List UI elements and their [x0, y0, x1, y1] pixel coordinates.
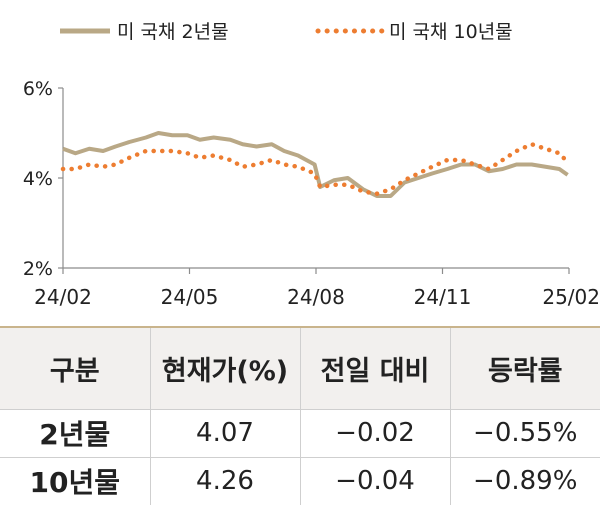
table-row: 10년물 4.26 −0.04 −0.89% [0, 457, 600, 505]
series-line-2y [63, 133, 568, 196]
header-rate: 등락률 [450, 327, 600, 409]
y-tick-label: 6% [23, 78, 53, 100]
y-tick-label: 4% [23, 168, 53, 190]
chart-legend: 미 국채 2년물 미 국채 10년물 [60, 21, 513, 43]
current-value: 4.07 [150, 409, 300, 457]
yield-chart: 미 국채 2년물 미 국채 10년물 2% 4% 6% 24/02 24/05 24/08… [0, 0, 600, 325]
rate-value: −0.55% [450, 409, 600, 457]
change-value: −0.02 [300, 409, 450, 457]
legend-label-2y: 미 국채 2년물 [117, 21, 229, 43]
header-change: 전일 대비 [300, 327, 450, 409]
table-header-row: 구분 현재가(%) 전일 대비 등락률 [0, 327, 600, 409]
x-tick-label: 25/02 [542, 285, 600, 309]
change-value: −0.04 [300, 457, 450, 505]
header-current: 현재가(%) [150, 327, 300, 409]
x-tick-label: 24/02 [34, 285, 92, 309]
x-tick-label: 24/11 [414, 285, 472, 309]
y-tick-label: 2% [23, 258, 53, 280]
row-label: 10년물 [0, 457, 150, 505]
yield-table: 구분 현재가(%) 전일 대비 등락률 2년물 4.07 −0.02 −0.55… [0, 326, 600, 505]
x-tick-label: 24/05 [161, 285, 219, 309]
legend-label-10y: 미 국채 10년물 [389, 21, 513, 43]
header-category: 구분 [0, 327, 150, 409]
table-row: 2년물 4.07 −0.02 −0.55% [0, 409, 600, 457]
row-label: 2년물 [0, 409, 150, 457]
rate-value: −0.89% [450, 457, 600, 505]
x-tick-label: 24/08 [287, 285, 345, 309]
current-value: 4.26 [150, 457, 300, 505]
